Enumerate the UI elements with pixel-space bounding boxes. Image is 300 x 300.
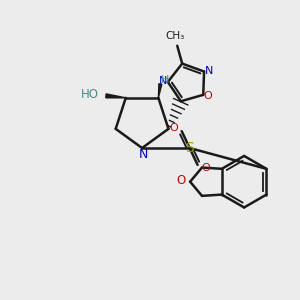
Text: O: O bbox=[169, 123, 178, 133]
Text: N: N bbox=[205, 66, 213, 76]
Polygon shape bbox=[158, 84, 162, 98]
Text: O: O bbox=[201, 163, 210, 173]
Text: N: N bbox=[159, 76, 167, 86]
Text: O: O bbox=[204, 91, 213, 101]
Text: N: N bbox=[138, 148, 148, 161]
Polygon shape bbox=[106, 94, 126, 98]
Text: O: O bbox=[177, 174, 186, 187]
Text: CH₃: CH₃ bbox=[166, 31, 185, 41]
Text: HO: HO bbox=[81, 88, 99, 101]
Text: S: S bbox=[185, 141, 194, 155]
Text: H: H bbox=[161, 75, 170, 85]
